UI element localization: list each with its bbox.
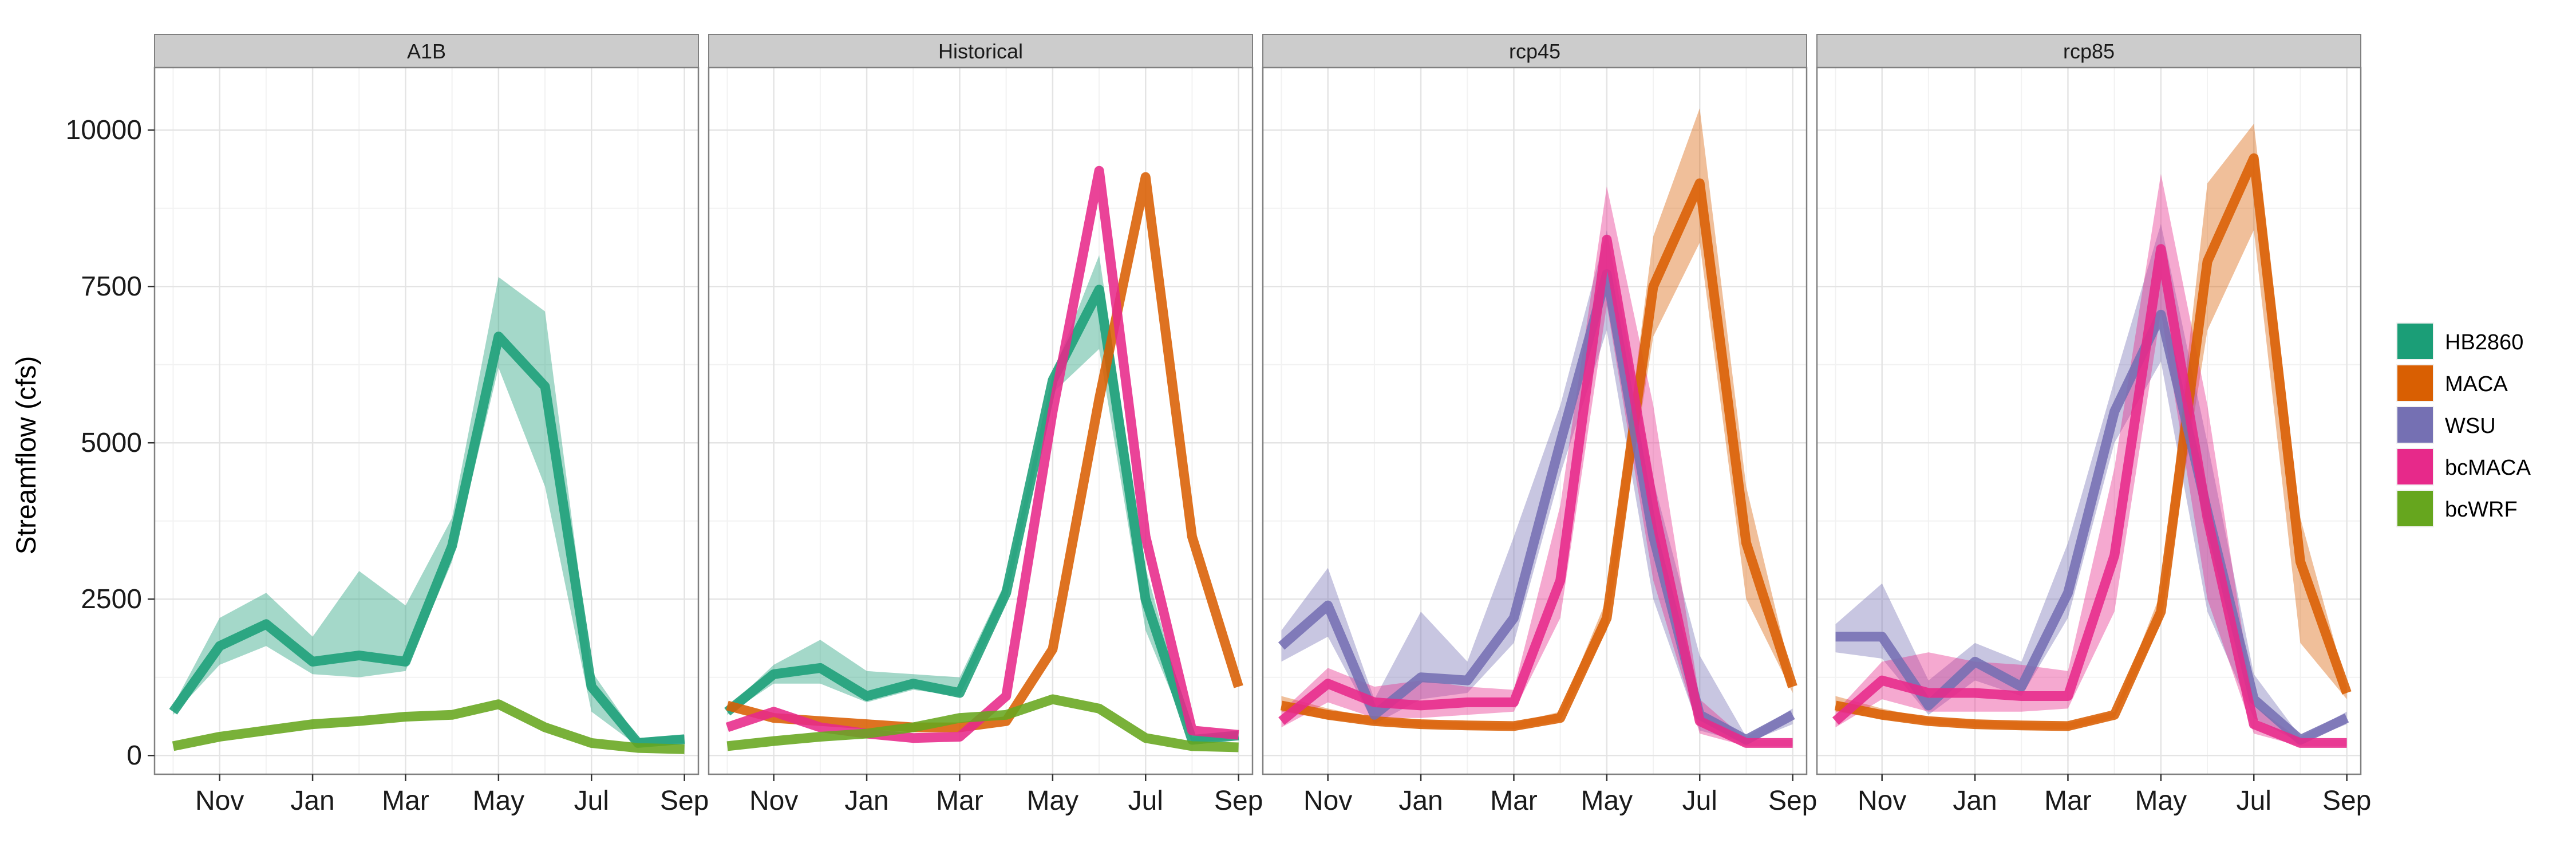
x-tick-label: Nov [1303, 786, 1352, 816]
ribbon-hb2860 [173, 277, 685, 746]
x-tick-label: Mar [1490, 786, 1538, 816]
series-line-hb2860 [169, 332, 685, 748]
legend-label: WSU [2445, 414, 2496, 438]
ribbon-maca [1835, 124, 2347, 730]
y-tick-label: 10000 [66, 115, 142, 145]
x-tick-label: Nov [749, 786, 798, 816]
legend-label: bcMACA [2445, 456, 2531, 480]
series-line-hb2860 [724, 285, 1239, 745]
series-line-bcmaca [1278, 234, 1793, 748]
legend-label: MACA [2445, 372, 2508, 396]
legend-label: HB2860 [2445, 330, 2523, 354]
facet-strip-label: rcp85 [2063, 40, 2115, 63]
series-line-bcwrf [172, 699, 685, 754]
x-tick-label: Jan [1953, 786, 1997, 816]
legend-swatch [2397, 449, 2433, 484]
x-tick-label: Jan [1398, 786, 1443, 816]
x-tick-label: Jan [290, 786, 334, 816]
facet-panel-rcp85: rcp85 Nov Jan Mar May Jul Sep [1816, 34, 2371, 816]
panel-border [1262, 66, 1808, 775]
x-tick-label: Sep [2322, 786, 2371, 816]
x-tick-label: May [1581, 786, 1633, 816]
facet-panels: A1B Nov Jan Mar May Jul Sep 0 2500 5000 7500 10000 H… [66, 34, 2371, 816]
plot-background [1817, 68, 2361, 774]
legend-item-wsu: WSU [2395, 405, 2496, 445]
facet-panel-historical: Historical Nov Jan Mar May Jul Sep [708, 34, 1263, 816]
x-tick-label: Jul [1128, 786, 1163, 816]
y-tick-label: 0 [127, 740, 142, 771]
facet-panel-a1b: A1B Nov Jan Mar May Jul Sep 0 2500 5000 7500 10000 [66, 34, 709, 816]
legend-swatch [2397, 491, 2433, 526]
facet-panel-rcp45: rcp45 Nov Jan Mar May Jul Sep [1262, 34, 1817, 816]
ribbon-bcmaca [1281, 186, 1793, 746]
legend-item-bcmaca: bcMACA [2395, 447, 2531, 487]
panel-border [153, 66, 700, 775]
series-line-bcmaca [1832, 244, 2347, 748]
facet-strip [1816, 34, 2361, 68]
facet-strip [1262, 34, 1807, 68]
x-tick-label: May [1027, 786, 1079, 816]
x-tick-label: Jul [574, 786, 609, 816]
legend-item-hb2860: HB2860 [2395, 321, 2523, 361]
legend-swatch [2397, 365, 2433, 401]
legend-swatch [2397, 407, 2433, 443]
series-line-maca [1280, 178, 1797, 731]
legend-label: bcWRF [2445, 498, 2518, 522]
facet-strip-label: rcp45 [1509, 40, 1560, 63]
ribbon-bcmaca [1835, 174, 2347, 746]
legend: HB2860 MACA WSU bcMACA bcWRF [2395, 321, 2531, 529]
plot-background [155, 68, 698, 774]
x-tick-label: May [2135, 786, 2187, 816]
x-tick-label: Nov [1858, 786, 1906, 816]
y-tick-label: 5000 [81, 428, 142, 458]
y-axis-title: Streamflow (cfs) [11, 356, 42, 555]
panel-border [1816, 66, 2362, 775]
x-tick-label: Mar [936, 786, 983, 816]
panel-border [708, 66, 1254, 775]
x-tick-label: Jul [2237, 786, 2271, 816]
facet-strip-label: Historical [938, 40, 1023, 63]
facet-strip [154, 34, 699, 68]
ribbon-wsu [1281, 230, 1793, 743]
x-tick-label: Sep [1768, 786, 1817, 816]
x-tick-label: Nov [195, 786, 244, 816]
x-tick-label: Jan [844, 786, 888, 816]
series-line-maca [1834, 153, 2352, 731]
legend-item-maca: MACA [2395, 363, 2508, 403]
y-tick-label: 7500 [81, 271, 142, 302]
legend-swatch [2397, 324, 2433, 359]
x-tick-label: Mar [382, 786, 429, 816]
x-tick-label: Jul [1682, 786, 1717, 816]
series-line-bcwrf [726, 694, 1239, 752]
y-tick-label: 2500 [81, 584, 142, 614]
x-tick-label: Sep [660, 786, 709, 816]
facet-strip [708, 34, 1253, 68]
facet-strip-label: A1B [407, 40, 446, 63]
x-tick-label: May [473, 786, 525, 816]
legend-item-bcwrf: bcWRF [2395, 488, 2518, 529]
x-tick-label: Mar [2044, 786, 2092, 816]
x-tick-label: Sep [1214, 786, 1263, 816]
